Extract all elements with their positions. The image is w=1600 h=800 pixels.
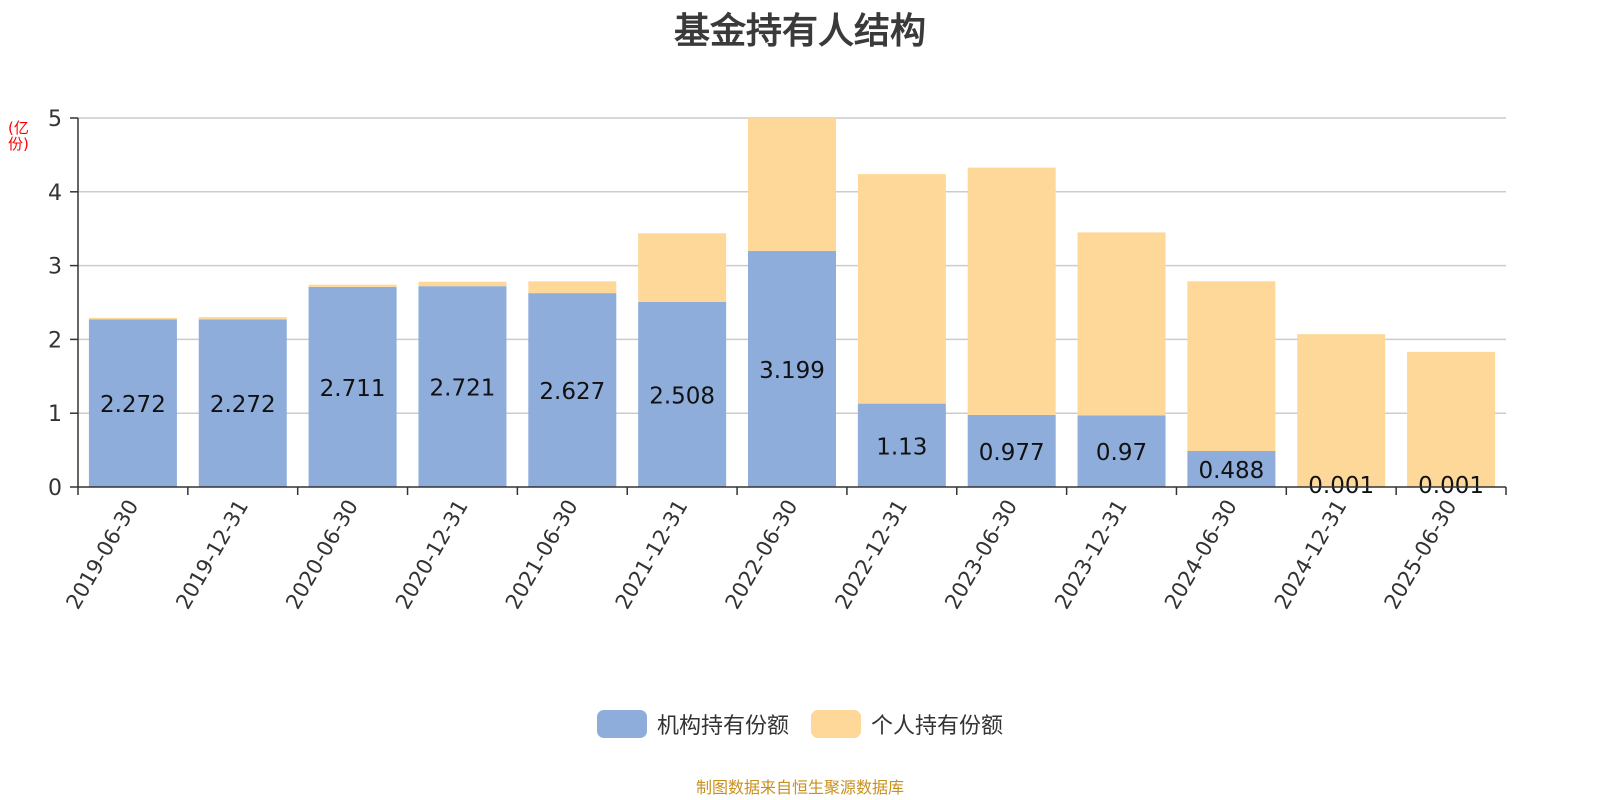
data-label-institutional: 0.001 bbox=[1418, 473, 1484, 499]
data-label-institutional: 2.272 bbox=[210, 392, 276, 418]
bar-individual bbox=[967, 167, 1056, 415]
data-label-institutional: 1.13 bbox=[876, 434, 927, 460]
y-tick-label: 5 bbox=[48, 107, 62, 132]
y-tick-label: 3 bbox=[48, 255, 62, 280]
data-label-institutional: 2.272 bbox=[100, 392, 166, 418]
bar-individual bbox=[1297, 334, 1386, 487]
bar-individual bbox=[528, 281, 617, 294]
bar-institutional bbox=[857, 403, 946, 487]
bar-institutional bbox=[418, 286, 507, 487]
legend-label-institutional: 机构持有份额 bbox=[656, 714, 789, 739]
data-label-institutional: 2.711 bbox=[320, 376, 386, 402]
bar-institutional bbox=[1187, 450, 1276, 487]
y-tick-label: 1 bbox=[48, 402, 62, 427]
data-label-institutional: 3.199 bbox=[759, 358, 825, 384]
source-note: 制图数据来自恒生聚源数据库 bbox=[695, 778, 904, 797]
chart-title: 基金持有人结构 bbox=[673, 11, 926, 52]
data-label-institutional: 0.977 bbox=[979, 440, 1045, 466]
legend-swatch-institutional bbox=[596, 710, 647, 738]
bars bbox=[88, 118, 1496, 487]
bar-individual bbox=[308, 284, 397, 287]
bar-individual bbox=[1407, 351, 1496, 487]
bar-individual bbox=[88, 317, 177, 320]
bar-institutional bbox=[198, 319, 287, 487]
legend-item-institutional[interactable]: 机构持有份额 bbox=[596, 708, 789, 740]
data-labels: 2.272 2.272 2.711 2.721 2.627 2.508 3.199 1.13 0… bbox=[100, 358, 1484, 499]
bar-institutional bbox=[1077, 415, 1166, 487]
y-tick-label: 2 bbox=[48, 328, 62, 353]
data-label-institutional: 0.97 bbox=[1096, 440, 1147, 466]
bar-institutional bbox=[967, 414, 1056, 487]
x-tick-label: 2024-12-31 bbox=[1270, 496, 1352, 614]
data-label-institutional: 0.001 bbox=[1308, 473, 1374, 499]
data-label-institutional: 0.488 bbox=[1198, 458, 1264, 484]
x-tick-label: 2020-12-31 bbox=[391, 496, 473, 614]
bar-institutional bbox=[748, 250, 836, 487]
bar-individual bbox=[198, 317, 287, 320]
bar-individual bbox=[638, 233, 727, 302]
data-label-institutional: 2.721 bbox=[430, 376, 496, 402]
x-tick-label: 2025-06-30 bbox=[1380, 496, 1462, 614]
legend-swatch-individual bbox=[811, 710, 861, 738]
bar-individual bbox=[1187, 281, 1276, 451]
bar-individual bbox=[1077, 232, 1166, 416]
x-tick-label: 2021-12-31 bbox=[611, 496, 693, 614]
bar-individual bbox=[857, 174, 946, 404]
bar-institutional bbox=[528, 293, 617, 487]
x-tick-label: 2019-06-30 bbox=[61, 496, 143, 614]
y-tick-label: 0 bbox=[48, 476, 62, 501]
bar-individual bbox=[418, 281, 507, 287]
y-tick-label: 4 bbox=[48, 181, 62, 206]
data-label-institutional: 2.508 bbox=[649, 383, 715, 409]
x-tick-label: 2023-12-31 bbox=[1050, 496, 1132, 614]
legend: 机构持有份额 个人持有份额 bbox=[0, 708, 1600, 740]
bar-individual bbox=[748, 118, 836, 251]
x-tick-label: 2023-06-30 bbox=[940, 496, 1022, 614]
data-label-institutional: 2.627 bbox=[539, 379, 605, 405]
x-tick-label: 2020-06-30 bbox=[281, 496, 363, 614]
x-tick-label: 2019-12-31 bbox=[171, 496, 253, 614]
legend-label-individual: 个人持有份额 bbox=[871, 714, 1004, 739]
x-tick-label: 2022-12-31 bbox=[830, 496, 912, 614]
bar-institutional bbox=[88, 319, 177, 487]
y-axis-unit-label: (亿份) bbox=[8, 119, 29, 153]
x-tick-label: 2021-06-30 bbox=[501, 496, 583, 614]
x-tick-label: 2022-06-30 bbox=[721, 496, 803, 614]
bar-institutional bbox=[638, 301, 727, 487]
legend-item-individual[interactable]: 个人持有份额 bbox=[811, 708, 1003, 740]
x-tick-label: 2024-06-30 bbox=[1160, 496, 1242, 614]
bar-institutional bbox=[308, 286, 397, 487]
